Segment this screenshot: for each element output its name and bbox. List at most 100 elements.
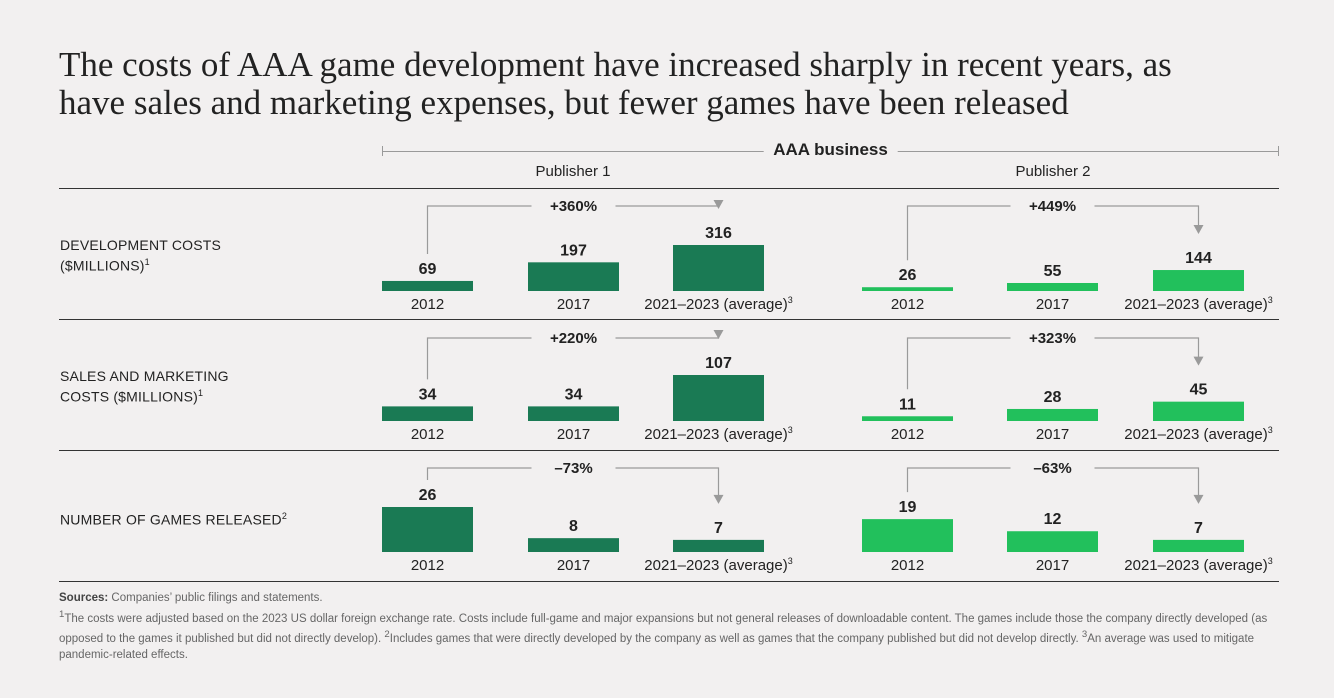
sources-label: Sources: (59, 592, 109, 604)
bar-1-3-2 (528, 538, 619, 552)
bar-value-label: 45 (1190, 382, 1208, 399)
bar-2-3-2 (1007, 531, 1098, 552)
row-label-line-1: NUMBER OF GAMES RELEASED (60, 511, 282, 528)
bar-value-label: 316 (705, 225, 732, 242)
change-arrow-head (1193, 494, 1204, 504)
bar-value-label: 19 (899, 499, 917, 516)
category-label: 2021–2023 (average)3 (1124, 295, 1272, 313)
bar-value-label: 11 (899, 396, 916, 413)
change-percent-label: –73% (554, 460, 592, 477)
change-arrow-head (713, 200, 724, 209)
group-header-cap-right (1278, 146, 1279, 156)
bar-value-label: 26 (899, 267, 917, 284)
category-footnote: 3 (1268, 556, 1273, 566)
change-arrow-head (1193, 356, 1204, 366)
category-footnote: 3 (1268, 425, 1273, 435)
category-label: 2012 (891, 557, 924, 574)
category-label: 2021–2023 (average)3 (1124, 556, 1272, 574)
change-connector-left (906, 337, 1011, 390)
category-footnote: 3 (788, 425, 793, 435)
chart-title-line-1: The costs of AAA game development have i… (59, 45, 1172, 84)
sources-text: Companies’ public filings and statements… (111, 592, 323, 604)
change-connector-left (426, 205, 532, 254)
bar-1-2-1 (382, 406, 473, 421)
category-label: 2017 (1036, 426, 1069, 443)
change-connector-left (906, 467, 1011, 493)
bar-2-1-1 (862, 287, 953, 291)
bar-value-label: 144 (1185, 250, 1212, 267)
divider-row-2 (59, 450, 1279, 451)
row-label-games-released: NUMBER OF GAMES RELEASED2 (60, 508, 287, 529)
change-connector-right (1094, 337, 1200, 358)
bar-1-2-3 (673, 375, 764, 421)
bar-value-label: 26 (419, 487, 437, 504)
bar-value-label: 12 (1044, 511, 1062, 528)
group-header: AAA business (382, 140, 1279, 162)
change-arrow-head (713, 494, 724, 504)
category-label: 2021–2023 (average)3 (644, 295, 792, 313)
bar-2-2-3 (1153, 401, 1244, 421)
bar-value-label: 28 (1044, 389, 1062, 406)
sources-line: Sources: Companies’ public filings and s… (59, 590, 1279, 607)
category-label: 2012 (891, 296, 924, 313)
row-label-line-1: SALES AND MARKETING (60, 368, 229, 384)
bar-1-1-1 (382, 280, 473, 291)
change-connector-right (1094, 205, 1200, 227)
group-header-label: AAA business (763, 140, 898, 160)
row-label-line-1: DEVELOPMENT COSTS (60, 237, 222, 253)
change-percent-label: +360% (550, 198, 597, 215)
row-label-development-costs: DEVELOPMENT COSTS ($MILLIONS)1 (60, 237, 221, 275)
footnote-marker: 1 (197, 388, 204, 398)
footnote-1: The costs were adjusted based on the 202… (59, 612, 1268, 645)
bar-2-1-3 (1153, 270, 1244, 291)
bar-2-2-2 (1007, 408, 1098, 421)
divider-bottom (59, 581, 1279, 582)
bar-2-3-1 (862, 519, 953, 552)
bar-1-3-1 (382, 507, 473, 552)
bar-2-1-2 (1007, 282, 1098, 291)
footnote-3: An average was used to mitigate pandemic… (59, 632, 1255, 662)
divider-top (59, 188, 1279, 189)
change-connector-left (426, 467, 532, 480)
bar-1-1-2 (528, 262, 619, 291)
bar-value-label: 197 (560, 242, 587, 259)
bar-value-label: 107 (705, 355, 732, 372)
category-label: 2021–2023 (average)3 (644, 425, 792, 443)
category-label: 2017 (557, 557, 590, 574)
category-label: 2021–2023 (average)3 (644, 556, 792, 574)
sources-notes: Sources: Companies’ public filings and s… (59, 590, 1279, 664)
category-label: 2017 (1036, 296, 1069, 313)
change-percent-label: +449% (1029, 198, 1076, 215)
change-connector-right (1094, 467, 1200, 496)
change-percent-label: +220% (550, 330, 597, 347)
bar-value-label: 7 (714, 520, 723, 537)
bar-value-label: 55 (1044, 263, 1062, 280)
category-label: 2017 (557, 426, 590, 443)
group-header-cap-left (382, 146, 383, 156)
change-connector-left (426, 337, 532, 380)
change-connector-right (615, 331, 720, 339)
change-arrow-head (713, 330, 724, 339)
row-label-sales-marketing: SALES AND MARKETING COSTS ($MILLIONS)1 (60, 368, 229, 406)
category-label: 2012 (891, 426, 924, 443)
row-label-line-2: COSTS ($MILLIONS) (60, 388, 198, 405)
category-label: 2012 (411, 426, 444, 443)
footnote-2: Includes games that were directly develo… (389, 632, 1079, 645)
divider-row-1 (59, 319, 1279, 320)
bar-value-label: 34 (419, 386, 437, 403)
bar-value-label: 8 (569, 518, 578, 535)
bar-1-3-3 (673, 539, 764, 552)
bar-2-3-3 (1153, 539, 1244, 552)
footnote-marker: 2 (281, 511, 288, 521)
change-connector-right (615, 201, 720, 207)
change-connector-right (615, 467, 720, 496)
chart-title-line-2: have sales and marketing expenses, but f… (59, 83, 1069, 122)
bar-value-label: 34 (565, 386, 583, 403)
bar-1-1-3 (673, 245, 764, 291)
category-footnote: 3 (788, 556, 793, 566)
bar-value-label: 7 (1194, 520, 1203, 537)
category-footnote: 3 (1268, 295, 1273, 305)
bar-2-2-1 (862, 416, 953, 421)
change-percent-label: +323% (1029, 330, 1076, 347)
